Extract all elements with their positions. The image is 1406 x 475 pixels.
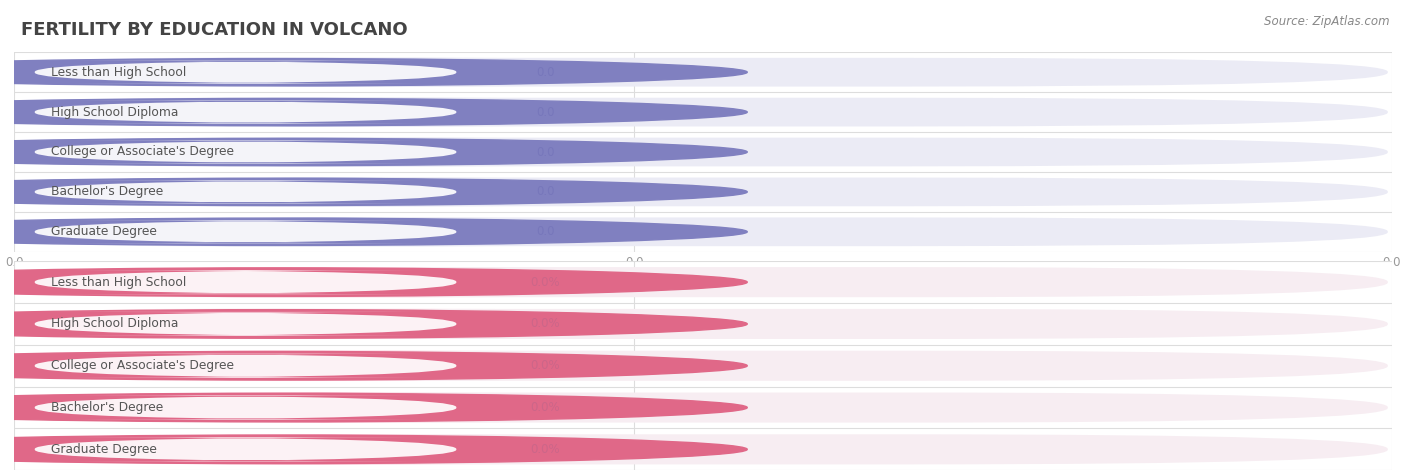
FancyBboxPatch shape (17, 267, 634, 297)
FancyBboxPatch shape (17, 98, 634, 126)
FancyBboxPatch shape (35, 312, 457, 336)
Text: 0.0: 0.0 (536, 66, 554, 79)
FancyBboxPatch shape (17, 351, 634, 381)
FancyBboxPatch shape (17, 434, 1388, 465)
FancyBboxPatch shape (17, 309, 634, 339)
Circle shape (0, 352, 747, 380)
Circle shape (0, 393, 747, 422)
FancyBboxPatch shape (17, 178, 634, 206)
FancyBboxPatch shape (17, 309, 1388, 339)
Circle shape (0, 178, 747, 206)
FancyBboxPatch shape (17, 98, 1388, 126)
FancyBboxPatch shape (17, 392, 634, 423)
FancyBboxPatch shape (17, 267, 1388, 297)
FancyBboxPatch shape (17, 218, 1388, 246)
FancyBboxPatch shape (35, 354, 457, 378)
Circle shape (0, 138, 747, 166)
Text: Graduate Degree: Graduate Degree (51, 225, 157, 238)
FancyBboxPatch shape (35, 141, 457, 163)
FancyBboxPatch shape (35, 437, 457, 461)
FancyBboxPatch shape (17, 218, 634, 246)
FancyBboxPatch shape (17, 434, 634, 465)
Text: College or Associate's Degree: College or Associate's Degree (51, 359, 235, 372)
Text: 0.0%: 0.0% (530, 317, 560, 331)
Circle shape (0, 435, 747, 464)
FancyBboxPatch shape (35, 180, 457, 203)
Text: Graduate Degree: Graduate Degree (51, 443, 157, 456)
FancyBboxPatch shape (17, 351, 1388, 381)
Text: 0.0%: 0.0% (530, 401, 560, 414)
Text: 0.0%: 0.0% (530, 276, 560, 289)
Circle shape (0, 58, 747, 86)
FancyBboxPatch shape (17, 392, 1388, 423)
FancyBboxPatch shape (17, 138, 634, 166)
Text: Bachelor's Degree: Bachelor's Degree (51, 185, 163, 199)
Text: 0.0%: 0.0% (530, 359, 560, 372)
Circle shape (0, 310, 747, 338)
Text: College or Associate's Degree: College or Associate's Degree (51, 145, 235, 159)
Text: 0.0: 0.0 (536, 225, 554, 238)
Circle shape (0, 268, 747, 296)
FancyBboxPatch shape (17, 178, 1388, 206)
Circle shape (0, 218, 747, 246)
Text: 0.0: 0.0 (536, 145, 554, 159)
FancyBboxPatch shape (35, 61, 457, 84)
FancyBboxPatch shape (35, 220, 457, 243)
Text: 0.0%: 0.0% (530, 443, 560, 456)
Text: FERTILITY BY EDUCATION IN VOLCANO: FERTILITY BY EDUCATION IN VOLCANO (21, 21, 408, 39)
Text: High School Diploma: High School Diploma (51, 105, 179, 119)
FancyBboxPatch shape (35, 101, 457, 124)
Text: High School Diploma: High School Diploma (51, 317, 179, 331)
FancyBboxPatch shape (35, 396, 457, 419)
FancyBboxPatch shape (17, 58, 634, 86)
Text: 0.0: 0.0 (536, 105, 554, 119)
Text: Source: ZipAtlas.com: Source: ZipAtlas.com (1264, 15, 1389, 28)
FancyBboxPatch shape (17, 138, 1388, 166)
Text: Less than High School: Less than High School (51, 276, 187, 289)
Circle shape (0, 98, 747, 126)
Text: Less than High School: Less than High School (51, 66, 187, 79)
Text: Bachelor's Degree: Bachelor's Degree (51, 401, 163, 414)
FancyBboxPatch shape (35, 270, 457, 294)
Text: 0.0: 0.0 (536, 185, 554, 199)
FancyBboxPatch shape (17, 58, 1388, 86)
